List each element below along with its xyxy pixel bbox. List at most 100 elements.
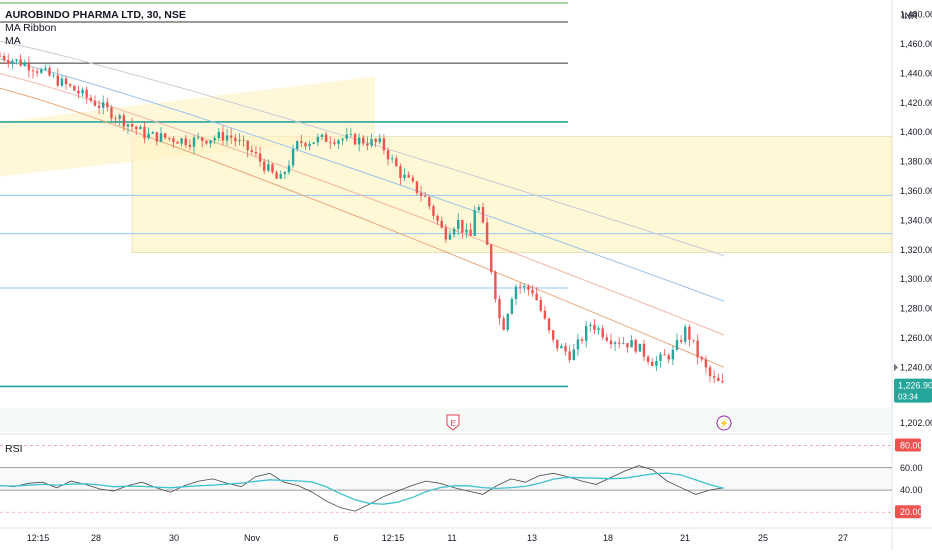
time-tick: 12:15 (382, 533, 405, 543)
candle-body (19, 59, 22, 66)
candle-body (279, 174, 282, 179)
indicator-ma[interactable]: MA (5, 35, 21, 47)
candle-body (201, 137, 204, 141)
candle-body (457, 219, 460, 229)
candle-body (73, 85, 76, 91)
candle-body (382, 138, 386, 151)
candle-body (44, 68, 47, 70)
candle-body (502, 318, 505, 330)
candle-body (329, 141, 332, 143)
price-tick: 1,260.00 (900, 333, 932, 343)
candle-body (172, 138, 175, 142)
candle-body (205, 140, 208, 144)
candle-body (494, 272, 497, 300)
candle-body (667, 355, 670, 360)
candle-body (580, 339, 584, 342)
candle-body (506, 313, 509, 330)
candle-body (613, 342, 617, 345)
candle-body (258, 153, 262, 162)
candle-body (353, 134, 357, 145)
candle-body (11, 60, 14, 64)
price-axis[interactable]: 1,202.001,220.001,240.001,260.001,280.00… (894, 10, 932, 428)
candle-body (357, 137, 361, 145)
candle-body (700, 357, 703, 360)
candle-body (432, 206, 435, 216)
bar-countdown: 03:34 (898, 393, 919, 402)
candle-body (184, 138, 187, 146)
event-markers: E ⚡ (446, 414, 732, 431)
candle-body (543, 310, 547, 319)
candle-body (267, 164, 270, 171)
candle-body (514, 286, 518, 300)
candle-body (717, 377, 720, 382)
price-tick: 1,440.00 (900, 68, 932, 78)
symbol-title[interactable]: AUROBINDO PHARMA LTD, 30, NSE (5, 9, 186, 21)
candle-body (40, 69, 43, 73)
candle-body (139, 126, 142, 130)
candle-body (688, 326, 691, 340)
candle-body (609, 340, 613, 345)
rsi-level-badge (895, 505, 921, 519)
time-tick: 13 (527, 533, 537, 543)
time-tick: 12:15 (27, 533, 50, 543)
price-tick: 1,202.00 (900, 418, 932, 428)
scroll-arrow-icon (894, 363, 898, 372)
candle-body (622, 343, 625, 344)
time-axis[interactable]: 12:15 28 30 Nov 6 12:15 11 13 18 21 25 27 (27, 533, 848, 543)
candle-body (708, 367, 712, 377)
candle-body (655, 360, 658, 366)
candle-body (2, 55, 6, 61)
candle-body (390, 158, 394, 160)
price-tick: 1,480.00 (900, 10, 932, 20)
candle-body (659, 354, 662, 361)
dividend-badge (716, 415, 732, 431)
candle-body (126, 124, 130, 127)
currency-label[interactable]: INR (902, 11, 918, 21)
candle-body (564, 345, 567, 352)
candle-body (469, 229, 472, 236)
candle-body (345, 134, 348, 139)
candle-body (626, 343, 629, 348)
candle-body (31, 70, 35, 72)
rsi-ma-line (0, 472, 725, 505)
price-tick: 1,360.00 (900, 186, 932, 196)
candle-body (163, 133, 167, 138)
candle-body (556, 339, 559, 349)
candle-body (176, 141, 179, 144)
indicator-ma-ribbon[interactable]: MA Ribbon (5, 22, 57, 34)
candle-body (60, 78, 64, 86)
candle-body (436, 215, 439, 221)
candle-body (465, 229, 468, 233)
candle-body (68, 84, 72, 86)
candle-body (291, 148, 295, 166)
candle-body (225, 135, 229, 141)
candle-body (234, 137, 237, 142)
rsi-label[interactable]: RSI (5, 443, 23, 455)
candle-body (651, 361, 654, 366)
price-tick: 1,400.00 (900, 127, 932, 137)
candle-body (97, 105, 101, 108)
candle-body (300, 141, 303, 144)
candle-body (246, 140, 249, 151)
candle-body (362, 137, 365, 144)
candle-body (589, 324, 592, 327)
candle-body (419, 192, 423, 196)
candle-body (551, 330, 555, 340)
candle-body (374, 138, 377, 143)
candle-body (7, 60, 10, 64)
candle-body (601, 328, 604, 338)
candle-body (130, 124, 134, 127)
candle-body (618, 342, 621, 344)
candle-body (0, 55, 2, 57)
candle-body (114, 118, 117, 120)
candle-body (242, 139, 245, 141)
price-tick: 1,300.00 (900, 274, 932, 284)
time-tick: 30 (169, 533, 179, 543)
candles-layer (0, 51, 724, 384)
candle-body (349, 134, 353, 135)
candle-body (630, 339, 633, 348)
candle-body (440, 220, 443, 228)
